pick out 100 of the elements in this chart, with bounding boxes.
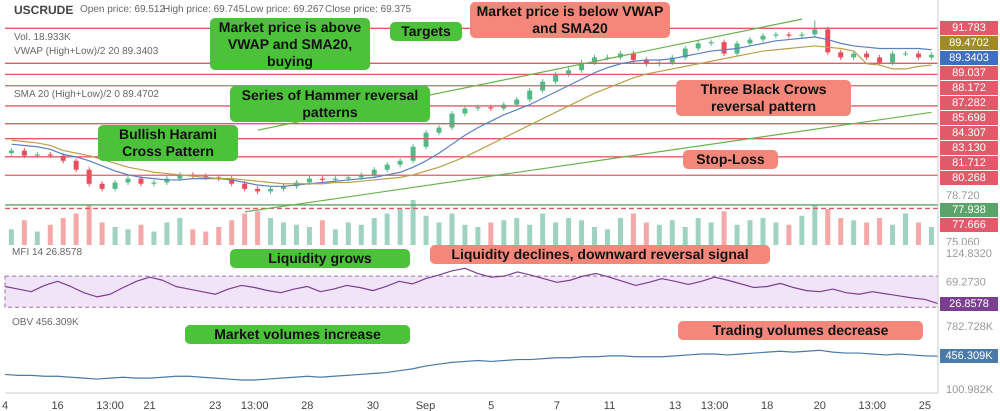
bar [722, 211, 727, 245]
ref-line-label: 77.938 [940, 202, 998, 217]
annotation: Low price: 69.267 [245, 4, 324, 15]
bar [877, 218, 882, 245]
x-tick-label: 11 [604, 400, 616, 411]
ref-line-label: 80.268 [940, 171, 998, 186]
annotation: MFI 14 26.8578 [12, 247, 82, 258]
bar [644, 222, 649, 245]
callout-box: Bullish Harami Cross Pattern [98, 125, 238, 161]
annotation: Three Black Crows reversal pattern [700, 81, 827, 114]
bar [436, 222, 442, 245]
bar [48, 224, 53, 245]
bar [501, 220, 506, 245]
bar [34, 232, 40, 245]
candlestick [462, 105, 468, 117]
ref-line-label: 77.666 [940, 218, 998, 232]
x-tick-label: 13 [669, 400, 682, 411]
bar [825, 209, 830, 245]
annotation: VWAP (High+Low)/2 20 89.3403 [14, 46, 158, 57]
bar [773, 222, 778, 245]
bar [760, 218, 766, 245]
x-tick-label: 30 [366, 400, 380, 411]
bar [540, 214, 546, 245]
bar [462, 224, 468, 245]
x-tick-label: 28 [301, 400, 314, 411]
x-tick-label: 4 [2, 400, 8, 411]
candlestick [74, 158, 79, 173]
text: 89.3403 [940, 51, 998, 66]
bar [864, 222, 870, 245]
bar [60, 218, 66, 245]
bar [216, 227, 222, 245]
ref-line-label: 89.037 [940, 66, 998, 80]
bar [229, 220, 234, 245]
bar [734, 224, 740, 245]
bar [553, 222, 558, 245]
bar [346, 222, 351, 245]
x-tick-label: 5 [488, 400, 494, 411]
callout-box: Series of Hammer reversal patterns [230, 86, 430, 122]
bar [928, 227, 934, 245]
candlestick [838, 49, 844, 60]
bar [812, 204, 818, 245]
bar [488, 222, 494, 245]
bar [670, 220, 675, 245]
candlestick [410, 144, 416, 164]
bar [177, 218, 182, 245]
annotation: Liquidity declines, downward reversal signal [451, 246, 749, 262]
bar [838, 218, 844, 245]
bar [100, 222, 105, 245]
bar [799, 216, 804, 245]
bar [424, 216, 429, 245]
bar [708, 222, 714, 245]
y-tick-label: 782.728K [946, 320, 994, 333]
candlestick [100, 180, 105, 192]
bar [151, 232, 156, 245]
candlestick [877, 54, 882, 66]
candlestick [722, 39, 727, 57]
bar [604, 229, 610, 245]
x-tick-label: 23 [209, 400, 222, 411]
callout-box: Market price is below VWAP and SMA20 [470, 2, 670, 38]
bar [566, 218, 572, 245]
callout-box: Liquidity grows [230, 249, 410, 268]
annotation: Targets [401, 23, 451, 39]
bar [255, 211, 260, 245]
bar [514, 218, 520, 245]
x-tick-label: 25 [918, 400, 931, 411]
ref-line-label: 84.307 [940, 126, 998, 140]
bar [126, 229, 131, 245]
annotation: SMA 20 (High+Low)/2 0 89.4702 [14, 89, 159, 100]
callout-box: Liquidity declines, downward reversal signal [430, 245, 770, 264]
bar [748, 220, 753, 245]
callout-box: Three Black Crows reversal pattern [676, 80, 851, 116]
callout-box: Market volumes increase [185, 325, 410, 344]
bar [306, 227, 312, 245]
bar [449, 214, 454, 245]
annotation: OBV 456.309K [12, 317, 79, 328]
text: 89.4702 [940, 36, 998, 50]
text: 26.8578 [940, 297, 998, 311]
bar [22, 220, 27, 245]
y-tick-label: 124.8320 [946, 248, 992, 260]
bar [294, 224, 299, 245]
y-tick-label: 69.2730 [946, 276, 986, 289]
annotation: Close price: 69.375 [325, 4, 412, 15]
candlestick [436, 124, 442, 136]
bar [656, 224, 662, 245]
bar [903, 214, 908, 245]
bar [203, 232, 208, 245]
candlestick [812, 20, 818, 38]
x-tick-label: 20 [814, 400, 826, 411]
candlestick [630, 50, 636, 64]
bar [592, 227, 598, 245]
bar [268, 218, 274, 245]
candlestick [384, 162, 390, 173]
bar [332, 229, 338, 245]
x-tick-label: Sep [416, 400, 436, 411]
annotation: Open price: 69.512 [80, 4, 166, 15]
x-tick-label: 16 [51, 400, 64, 411]
y-tick-label: 100.982K [946, 384, 994, 396]
annotation: Stop-Loss [696, 151, 765, 167]
candlestick [242, 180, 248, 192]
bar [8, 229, 14, 245]
